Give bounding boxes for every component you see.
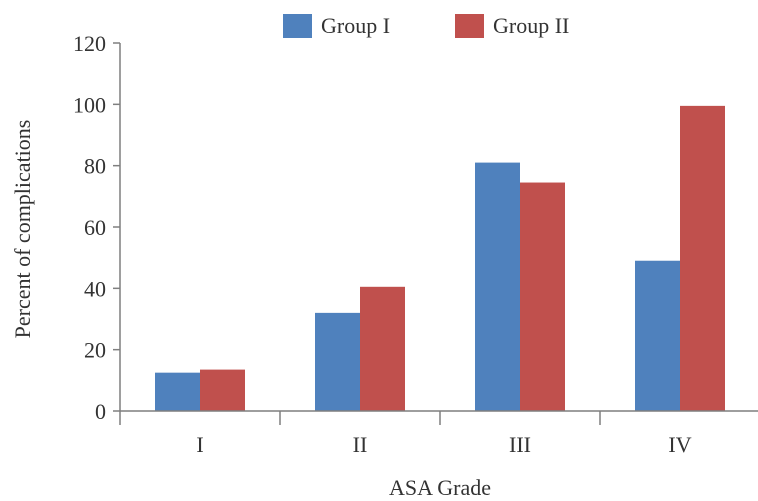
x-tick-label-i: I [196, 432, 203, 457]
legend-label-2: Group II [493, 13, 569, 38]
bar-1-i [155, 372, 200, 411]
y-tick-label: 120 [73, 31, 106, 56]
legend-swatch-1 [283, 14, 312, 38]
legend-label-1: Group I [321, 13, 390, 38]
bar-1-ii [315, 312, 360, 411]
bar-2-ii [360, 286, 405, 411]
x-tick-label-iii: III [509, 432, 531, 457]
bar-1-iv [635, 260, 680, 411]
bar-2-i [200, 369, 245, 411]
bar-2-iii [520, 182, 565, 411]
legend: Group I Group II [283, 13, 569, 38]
bar-1-iii [475, 162, 520, 411]
y-tick-label: 40 [84, 276, 106, 301]
y-tick-label: 100 [73, 92, 106, 117]
bars-layer [155, 105, 725, 411]
y-tick-label: 20 [84, 338, 106, 363]
x-axis-label: ASA Grade [389, 475, 491, 500]
y-axis-label: Percent of complications [10, 120, 35, 339]
y-tick-label: 60 [84, 215, 106, 240]
y-tick-label: 80 [84, 154, 106, 179]
legend-swatch-2 [455, 14, 484, 38]
bar-2-iv [680, 105, 725, 411]
x-tick-label-iv: IV [668, 432, 691, 457]
x-tick-label-ii: II [353, 432, 368, 457]
y-tick-label: 0 [95, 399, 106, 424]
